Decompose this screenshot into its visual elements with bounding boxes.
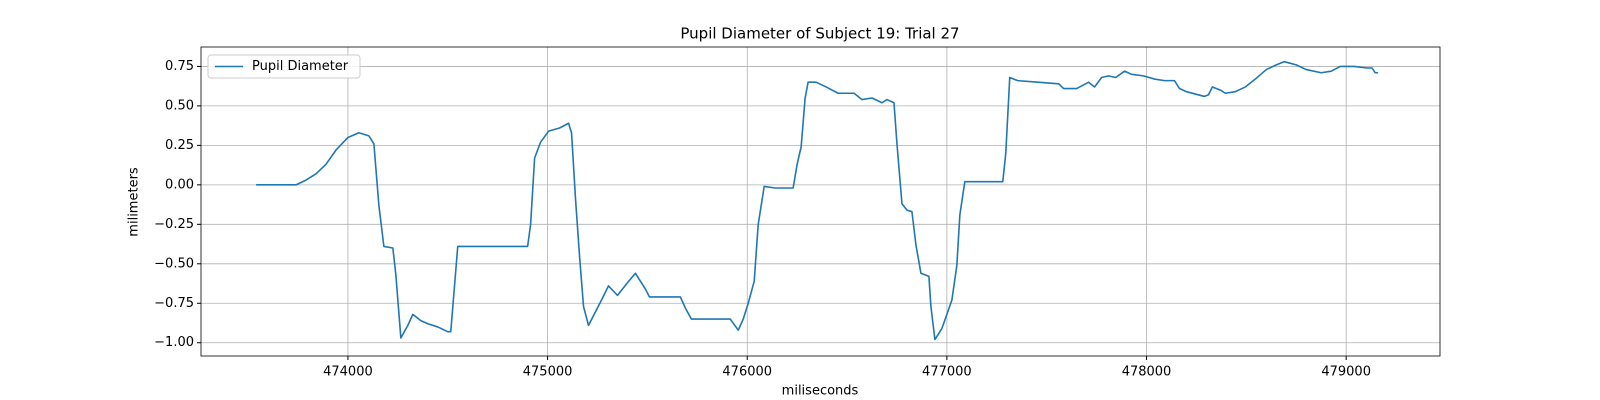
- legend-label: Pupil Diameter: [252, 59, 349, 74]
- x-tick-label: 475000: [523, 365, 573, 380]
- plot-frame: [200, 46, 1441, 357]
- y-tick-label: 0.50: [165, 98, 194, 113]
- y-axis-label: milimeters: [127, 167, 142, 237]
- y-tick-label: −0.50: [154, 256, 194, 271]
- x-axis-label: miliseconds: [782, 384, 859, 399]
- y-tick-label: 0.25: [165, 138, 194, 153]
- y-tick-label: 0.75: [165, 59, 194, 74]
- x-tick-label: 476000: [722, 365, 772, 380]
- chart-title: Pupil Diameter of Subject 19: Trial 27: [680, 25, 959, 43]
- data-line: [256, 60, 1379, 341]
- y-tick-label: −0.75: [154, 296, 194, 311]
- x-tick-label: 479000: [1321, 365, 1371, 380]
- x-tick-label: 478000: [1122, 365, 1172, 380]
- y-tick-label: −1.00: [154, 335, 194, 350]
- x-tick-label: 474000: [323, 365, 373, 380]
- y-tick-label: 0.00: [165, 177, 194, 192]
- y-tick-label: −0.25: [154, 217, 194, 232]
- legend-box: [207, 54, 361, 79]
- x-tick-label: 477000: [922, 365, 972, 380]
